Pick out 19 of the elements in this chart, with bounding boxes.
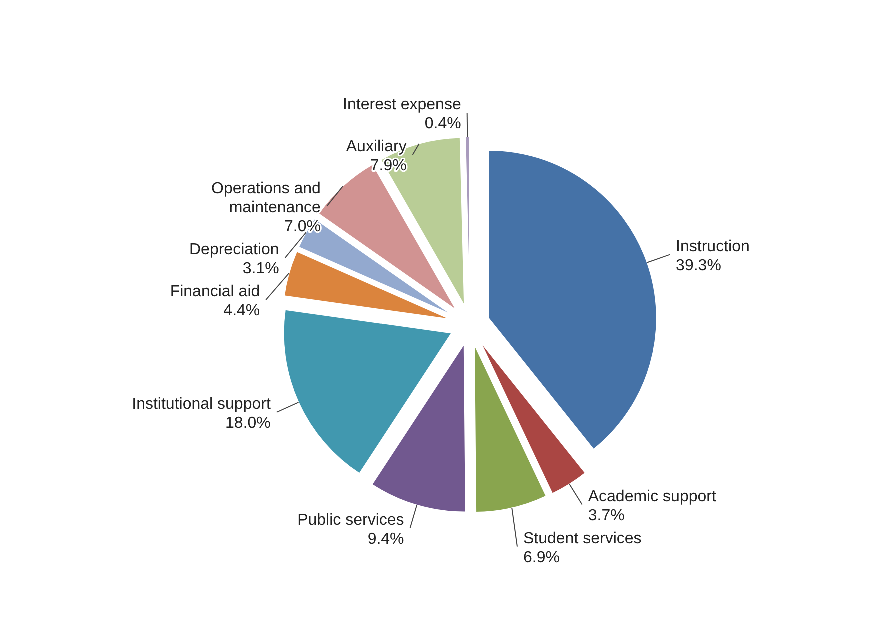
slice-label: Public services bbox=[298, 512, 404, 529]
data-label: 4.4% bbox=[224, 302, 260, 320]
slice-label: Depreciation bbox=[189, 242, 280, 259]
data-label: 3.7% bbox=[588, 507, 625, 524]
data-label: 0.4% bbox=[424, 116, 462, 133]
data-label: 7.0% bbox=[284, 218, 321, 236]
data-label: 18.0% bbox=[226, 414, 271, 432]
slice-label: Financial aid bbox=[170, 284, 260, 301]
slice-label: Operations and maintenance bbox=[212, 180, 322, 217]
slice-label: Auxiliary bbox=[346, 138, 407, 156]
slice-label: Academic support bbox=[588, 488, 717, 506]
data-label: 6.9% bbox=[524, 549, 560, 566]
slice-label: Instruction bbox=[676, 238, 750, 256]
data-label: 39.3% bbox=[676, 257, 722, 274]
data-label: 3.1% bbox=[242, 260, 280, 278]
slice-label: Interest expense bbox=[343, 96, 462, 114]
slice-label: Student services bbox=[524, 530, 642, 548]
slice-label: Institutional support bbox=[132, 396, 272, 413]
data-label: 9.4% bbox=[368, 530, 404, 548]
